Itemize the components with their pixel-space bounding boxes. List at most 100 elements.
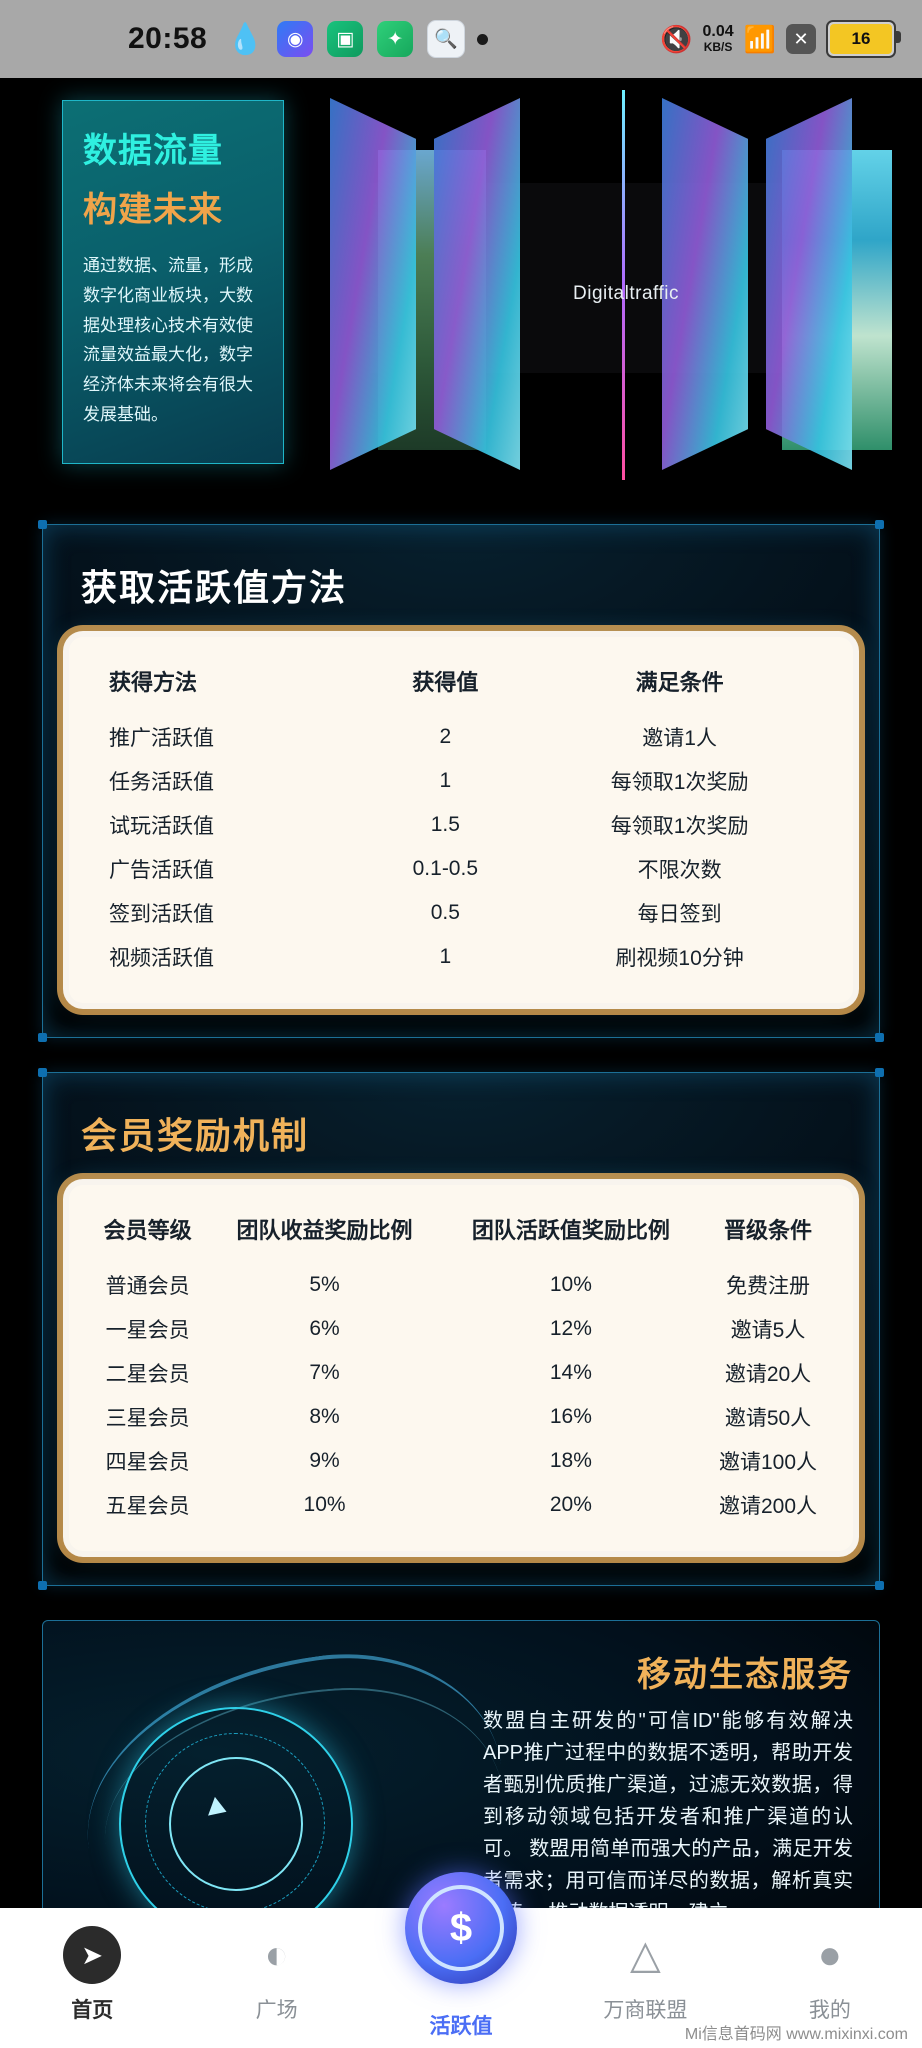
blue-app-icon: ◉ (277, 21, 314, 57)
cell: 0.1-0.5 (412, 857, 479, 880)
selection-handle (875, 1581, 884, 1590)
dollar-coin-icon[interactable]: $ (405, 1872, 518, 1984)
cell: 10% (549, 1273, 592, 1296)
selection-handle (875, 1068, 884, 1077)
table-row: 推广活跃值 2 邀请1人 (87, 715, 835, 759)
activity-section-title: 获取活跃值方法 (81, 567, 348, 608)
dollar-symbol-icon: $ (418, 1885, 505, 1971)
tab-activity-label: 活跃值 (429, 2015, 493, 2038)
cell: 一星会员 (105, 1319, 190, 1342)
feature-paragraph: 数盟自主研发的"可信ID"能够有效解决APP推广过程中的数据不透明，帮助开发者甄… (483, 1710, 853, 1908)
search-app-icon: 🔍 (427, 20, 466, 58)
alliance-icon: △ (630, 1933, 661, 1977)
cell: 9% (309, 1449, 340, 1472)
hero-title-line1: 数据流量 (83, 132, 223, 170)
cell: 20% (549, 1493, 592, 1516)
table-row: 视频活跃值 1 刷视频10分钟 (87, 935, 835, 979)
compass-icon: ➤ (63, 1926, 122, 1984)
cell: 邀请200人 (718, 1495, 818, 1518)
tab-alliance-label: 万商联盟 (603, 1999, 688, 2022)
cell: 广告活跃值 (109, 859, 214, 882)
cell: 邀请50人 (724, 1407, 812, 1430)
tab-activity[interactable]: $ 活跃值 (369, 1872, 553, 2040)
cell: 四星会员 (105, 1451, 190, 1474)
tab-profile[interactable]: ● 我的 (738, 1908, 922, 2024)
table-row: 普通会员 5% 10% 免费注册 (87, 1263, 835, 1307)
radar-ring-inner-icon (169, 1757, 303, 1891)
cell: 0.5 (430, 901, 460, 924)
bottom-tab-bar: ➤ 首页 ◐ 广场 $ 活跃值 △ 万商联盟 ● 我的 (0, 1872, 922, 2048)
tab-plaza-label: 广场 (255, 1999, 298, 2022)
profile-icon: ● (817, 1932, 842, 1977)
cell: 每领取1次奖励 (610, 771, 749, 794)
close-badge-icon: ✕ (786, 24, 816, 54)
hero-title-line2: 构建未来 (83, 191, 223, 229)
hero-text-panel: 数据流量 构建未来 通过数据、流量，形成数字化商业板块，大数据处理核心技术有效使… (62, 100, 284, 464)
green-alt-app-icon: ✦ (377, 21, 414, 57)
selection-handle (38, 1581, 47, 1590)
activity-section: 获取活跃值方法 获得方法 获得值 满足条件 推广活跃值 2 邀请1人 (38, 520, 884, 1042)
table-header-row: 获得方法 获得值 满足条件 (87, 659, 835, 715)
table-row: 一星会员 6% 12% 邀请5人 (87, 1307, 835, 1351)
battery-level: 16 (830, 24, 892, 54)
selection-handle (875, 520, 884, 529)
member-header-0: 会员等级 (103, 1218, 192, 1243)
activity-table: 获得方法 获得值 满足条件 推广活跃值 2 邀请1人 任务活跃值 1 每领取1次… (87, 659, 835, 979)
status-time: 20:58 (128, 22, 208, 55)
tab-home[interactable]: ➤ 首页 (0, 1908, 184, 2024)
section-spacer (0, 1586, 922, 1620)
selection-handle (38, 520, 47, 529)
wifi-icon: 📶 (743, 23, 776, 54)
table-row: 四星会员 9% 18% 邀请100人 (87, 1439, 835, 1483)
cell: 每日签到 (637, 903, 722, 926)
cell: 免费注册 (726, 1275, 810, 1298)
cell: 任务活跃值 (109, 771, 214, 794)
feature-section: 移动生态服务 数盟自主研发的"可信ID"能够有效解决APP推广过程中的数据不透明… (42, 1620, 880, 1908)
net-speed: 0.04 KB/S (702, 23, 734, 53)
page-scroll-container[interactable]: Digitaltraffic 数据流量 构建未来 通过数据、流量，形成数字化商业… (0, 78, 922, 1908)
cell: 普通会员 (105, 1275, 190, 1298)
selection-handle (38, 1068, 47, 1077)
activity-header-0: 获得方法 (109, 670, 198, 695)
hero-banner: Digitaltraffic 数据流量 构建未来 通过数据、流量，形成数字化商业… (0, 78, 922, 524)
cell: 推广活跃值 (109, 727, 214, 750)
watermark: Mi信息首码网 www.mixinxi.com (684, 2026, 908, 2043)
cell: 1 (439, 945, 452, 968)
cell: 视频活跃值 (109, 947, 214, 970)
cell: 1 (439, 769, 452, 792)
table-header-row: 会员等级 团队收益奖励比例 团队活跃值奖励比例 晋级条件 (87, 1207, 835, 1263)
member-section: 会员奖励机制 会员等级 团队收益奖励比例 团队活跃值奖励比例 晋级条件 普通会员… (38, 1068, 884, 1590)
hero-blade-2 (434, 98, 520, 470)
tab-plaza[interactable]: ◐ 广场 (184, 1908, 368, 2024)
table-row: 三星会员 8% 16% 邀请50人 (87, 1395, 835, 1439)
battery-icon: 16 (826, 20, 901, 58)
selection-handle (38, 1033, 47, 1042)
member-table: 会员等级 团队收益奖励比例 团队活跃值奖励比例 晋级条件 普通会员 5% 10%… (87, 1207, 835, 1527)
cell: 1.5 (430, 813, 460, 836)
member-table-card: 会员等级 团队收益奖励比例 团队活跃值奖励比例 晋级条件 普通会员 5% 10%… (69, 1185, 853, 1551)
hero-blade-4 (766, 98, 852, 470)
table-row: 试玩活跃值 1.5 每领取1次奖励 (87, 803, 835, 847)
table-row: 签到活跃值 0.5 每日签到 (87, 891, 835, 935)
cell: 邀请5人 (730, 1319, 806, 1342)
member-header-2: 团队活跃值奖励比例 (471, 1218, 670, 1243)
tab-alliance[interactable]: △ 万商联盟 (553, 1908, 737, 2024)
cell: 2 (439, 725, 452, 748)
member-section-title: 会员奖励机制 (81, 1115, 310, 1156)
status-app-icons: 💧 ◉ ▣ ✦ 🔍 (227, 20, 466, 58)
table-row: 广告活跃值 0.1-0.5 不限次数 (87, 847, 835, 891)
status-bar: 20:58 💧 ◉ ▣ ✦ 🔍 🔇 0.04 KB/S 📶 ✕ 16 (0, 0, 922, 78)
plaza-icon: ◐ (264, 1932, 289, 1977)
cell: 邀请20人 (724, 1363, 812, 1386)
cell: 邀请100人 (718, 1451, 818, 1474)
hero-center-line (622, 90, 625, 480)
cell: 6% (309, 1317, 340, 1340)
cell: 每领取1次奖励 (610, 815, 749, 838)
net-speed-value: 0.04 (702, 23, 734, 41)
activity-header-1: 获得值 (412, 670, 479, 695)
hero-blade-1 (330, 98, 416, 470)
recording-dot-icon (477, 33, 489, 45)
cell: 三星会员 (105, 1407, 190, 1430)
member-header-1: 团队收益奖励比例 (236, 1218, 413, 1243)
cell: 10% (303, 1493, 346, 1516)
